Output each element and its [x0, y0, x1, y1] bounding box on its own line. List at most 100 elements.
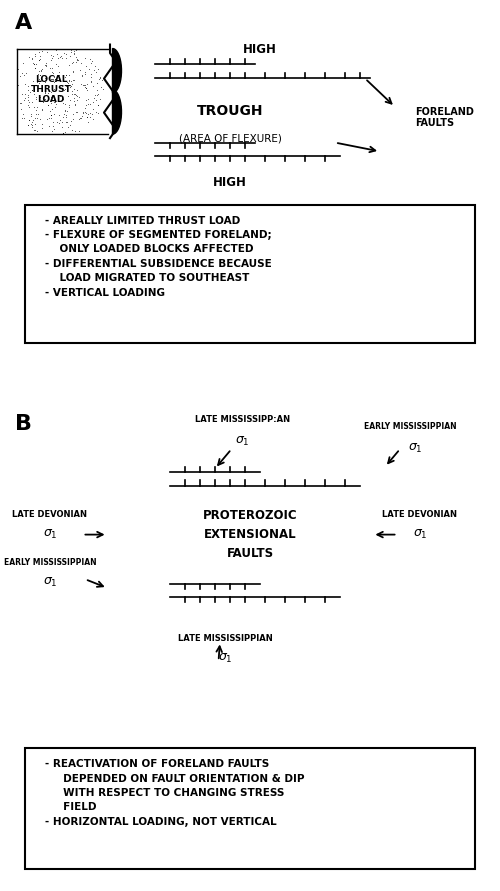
- Point: [94, 83, 102, 97]
- Point: [90, 91, 98, 105]
- Point: [61, 125, 69, 139]
- Point: [42, 75, 50, 89]
- Point: [59, 95, 67, 110]
- Point: [82, 98, 90, 112]
- Point: [31, 61, 39, 75]
- Point: [77, 77, 85, 91]
- Point: [66, 74, 74, 88]
- Point: [64, 88, 72, 102]
- Point: [50, 82, 58, 96]
- Point: [24, 118, 32, 132]
- Point: [20, 111, 28, 126]
- Point: [33, 75, 41, 89]
- Point: [52, 71, 60, 86]
- Point: [18, 66, 26, 80]
- Point: [24, 113, 32, 127]
- Point: [16, 96, 24, 110]
- Point: [84, 92, 92, 106]
- Point: [34, 67, 42, 81]
- Point: [82, 51, 90, 65]
- Point: [76, 89, 84, 103]
- Point: [17, 102, 25, 116]
- Point: [21, 77, 29, 91]
- Point: [60, 81, 68, 95]
- Point: [73, 89, 81, 103]
- Point: [90, 62, 98, 77]
- Point: [62, 108, 70, 122]
- Point: [60, 126, 68, 140]
- Point: [81, 78, 89, 93]
- Point: [42, 94, 50, 109]
- Point: [16, 69, 24, 83]
- Point: [28, 83, 36, 97]
- Point: [40, 58, 48, 72]
- Bar: [25, 205, 475, 343]
- Point: [51, 95, 59, 110]
- Text: $\sigma_1$: $\sigma_1$: [42, 527, 58, 541]
- Point: [81, 101, 89, 115]
- Point: [89, 78, 97, 93]
- Point: [70, 64, 78, 78]
- Point: [38, 117, 46, 131]
- Point: [47, 95, 55, 110]
- Point: [92, 64, 100, 78]
- Point: [66, 118, 74, 132]
- Point: [67, 44, 75, 58]
- Point: [88, 53, 96, 68]
- Point: [77, 55, 85, 69]
- Text: LATE DEVONIAN: LATE DEVONIAN: [12, 510, 88, 519]
- Point: [56, 113, 64, 127]
- Point: [48, 111, 56, 126]
- Point: [47, 108, 55, 122]
- Point: [42, 94, 50, 108]
- Point: [52, 97, 60, 111]
- Point: [78, 106, 86, 120]
- Point: [62, 110, 70, 124]
- Point: [72, 54, 80, 69]
- Text: EARLY MISSISSIPPIAN: EARLY MISSISSIPPIAN: [4, 558, 96, 567]
- Point: [66, 58, 74, 72]
- Text: B: B: [15, 414, 32, 434]
- Point: [35, 53, 43, 67]
- Text: HIGH: HIGH: [243, 43, 277, 55]
- Text: HIGH: HIGH: [213, 176, 247, 189]
- Point: [64, 120, 72, 135]
- Text: $\sigma_1$: $\sigma_1$: [235, 435, 250, 448]
- Point: [70, 94, 78, 109]
- Point: [20, 56, 28, 70]
- Point: [38, 44, 46, 58]
- Point: [37, 63, 45, 78]
- Point: [41, 71, 49, 86]
- Point: [46, 108, 54, 122]
- Point: [36, 90, 44, 104]
- Point: [24, 93, 32, 107]
- Point: [82, 81, 90, 95]
- Point: [51, 93, 59, 107]
- Point: [38, 121, 46, 135]
- Point: [26, 85, 34, 99]
- Point: [36, 62, 44, 77]
- Point: [90, 112, 98, 127]
- Point: [84, 78, 92, 92]
- Point: [86, 110, 94, 125]
- Point: [32, 92, 40, 106]
- Point: [54, 52, 62, 66]
- Point: [28, 74, 36, 88]
- Point: [76, 110, 84, 125]
- Point: [70, 44, 78, 58]
- Point: [85, 61, 93, 76]
- Point: [78, 68, 86, 82]
- Point: [14, 61, 22, 76]
- Point: [86, 76, 94, 90]
- Point: [24, 50, 32, 64]
- Point: [27, 107, 35, 121]
- Point: [34, 71, 42, 86]
- Point: [78, 105, 86, 119]
- Point: [93, 87, 101, 102]
- Text: - REACTIVATION OF FORELAND FAULTS
     DEPENDED ON FAULT ORIENTATION & DIP
     : - REACTIVATION OF FORELAND FAULTS DEPEND…: [45, 759, 304, 827]
- Point: [40, 92, 48, 106]
- Point: [36, 64, 44, 78]
- Text: $\sigma_1$: $\sigma_1$: [412, 527, 428, 541]
- Point: [62, 51, 70, 65]
- Point: [28, 51, 36, 65]
